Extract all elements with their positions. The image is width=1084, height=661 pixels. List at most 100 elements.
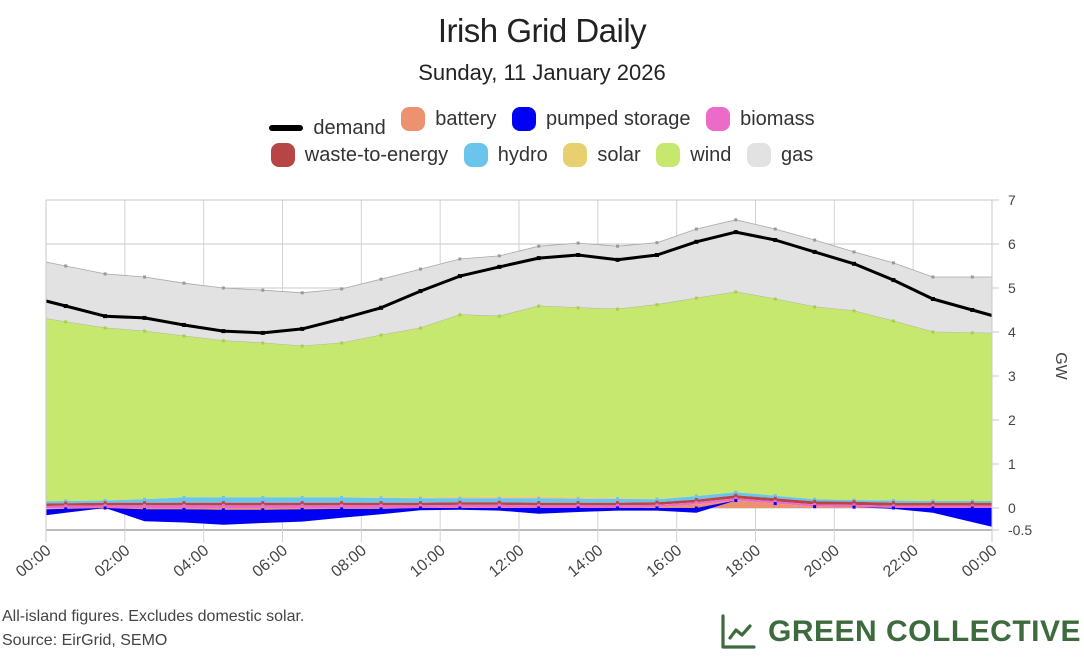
brand-name: GREEN COLLECTIVE [768,615,1082,648]
marker-hydro [734,490,738,494]
marker-biomass [300,503,304,507]
demand-point [930,297,935,301]
marker-hydro [497,496,501,500]
marker-waste-to-energy [261,501,265,505]
marker-solar [576,495,580,499]
legend-item-battery[interactable]: battery [401,107,496,131]
marker-solar [497,494,501,498]
marker-waste-to-energy [221,501,225,505]
demand-point [300,326,305,331]
marker-wind [379,333,383,337]
demand-point [103,314,108,319]
marker-battery [221,506,225,510]
marker-gas [694,227,698,231]
marker-biomass [418,503,422,507]
marker-hydro [221,495,225,499]
marker-wind [221,339,225,343]
marker-gas [497,254,501,258]
marker-hydro [694,494,698,498]
marker-pumped-storage [143,507,147,511]
marker-hydro [379,496,383,500]
area-waste-to-energy [46,495,992,506]
marker-gas [64,264,68,268]
legend-item-biomass[interactable]: biomass [706,107,815,131]
marker-gas [182,281,186,285]
marker-gas [458,257,462,261]
marker-biomass [537,503,541,507]
marker-wind [418,326,422,330]
marker-biomass [931,504,935,508]
marker-waste-to-energy [143,501,147,505]
marker-wind [931,330,935,334]
marker-gas [852,250,856,254]
x-tick-label: 00:00 [959,542,1001,581]
marker-pumped-storage [891,506,895,510]
waste-swatch-icon [270,143,295,167]
demand-point [694,239,699,244]
brand-logo: GREEN COLLECTIVE [720,614,1081,650]
legend-item-pumped-storage[interactable]: pumped storage [511,107,691,131]
marker-wind [773,297,777,301]
marker-pumped-storage [734,499,738,503]
marker-gas [734,218,738,222]
footnote: All-island figures. Excludes domestic so… [2,608,305,625]
marker-pumped-storage [931,506,935,510]
y-tick-label: 7 [1008,192,1016,208]
marker-waste-to-energy [852,500,856,504]
marker-gas [970,275,974,279]
demand-point [339,316,344,321]
demand-swatch-icon [269,125,304,131]
marker-biomass [340,503,344,507]
marker-wind [734,290,738,294]
marker-pumped-storage [340,507,344,511]
y-tick-label: 2 [1008,412,1016,428]
marker-biomass [734,496,738,500]
marker-gas [143,275,147,279]
marker-wind [813,305,817,309]
demand-point [221,329,226,334]
hydro-swatch-icon [463,143,488,167]
marker-biomass [616,503,620,507]
marker-waste-to-energy [931,501,935,505]
solar-swatch-icon [563,143,588,167]
marker-pumped-storage [970,506,974,510]
marker-gas [379,277,383,281]
legend-label: demand [313,116,386,139]
marker-pumped-storage [694,506,698,510]
legend-item-hydro[interactable]: hydro [463,143,548,167]
marker-hydro [182,495,186,499]
marker-waste-to-energy [813,499,817,503]
x-tick-label: 10:00 [407,542,449,581]
y-tick-label: 1 [1008,456,1016,472]
marker-pumped-storage [221,508,225,512]
demand-point [654,253,659,257]
marker-hydro [655,497,659,501]
marker-wind [143,329,147,333]
demand-point [733,230,738,235]
y-tick-label: 0 [1008,500,1016,516]
marker-pumped-storage [418,506,422,510]
marker-wind [891,319,895,323]
legend-item-wind[interactable]: wind [656,143,731,167]
demand-point [63,304,68,309]
legend-label: gas [780,143,814,166]
marker-wind [458,313,462,317]
battery-swatch-icon [401,107,426,131]
marker-biomass [497,503,501,507]
x-tick-label: 20:00 [801,542,843,581]
legend-item-solar[interactable]: solar [563,143,641,167]
marker-pumped-storage [182,507,186,511]
marker-wind [64,320,68,324]
marker-wind [103,326,107,330]
legend-item-gas[interactable]: gas [746,143,814,167]
marker-hydro [852,498,856,502]
marker-hydro [891,499,895,503]
demand-point [379,305,384,310]
y-tick-label: 3 [1008,368,1016,384]
series-markers [64,218,974,512]
legend-item-demand[interactable]: demand [269,116,386,140]
marker-biomass [103,503,107,507]
trend-chart-icon [721,614,756,649]
legend-item-waste-to-energy[interactable]: waste-to-energy [270,143,448,167]
x-tick-label: 22:00 [880,542,922,581]
